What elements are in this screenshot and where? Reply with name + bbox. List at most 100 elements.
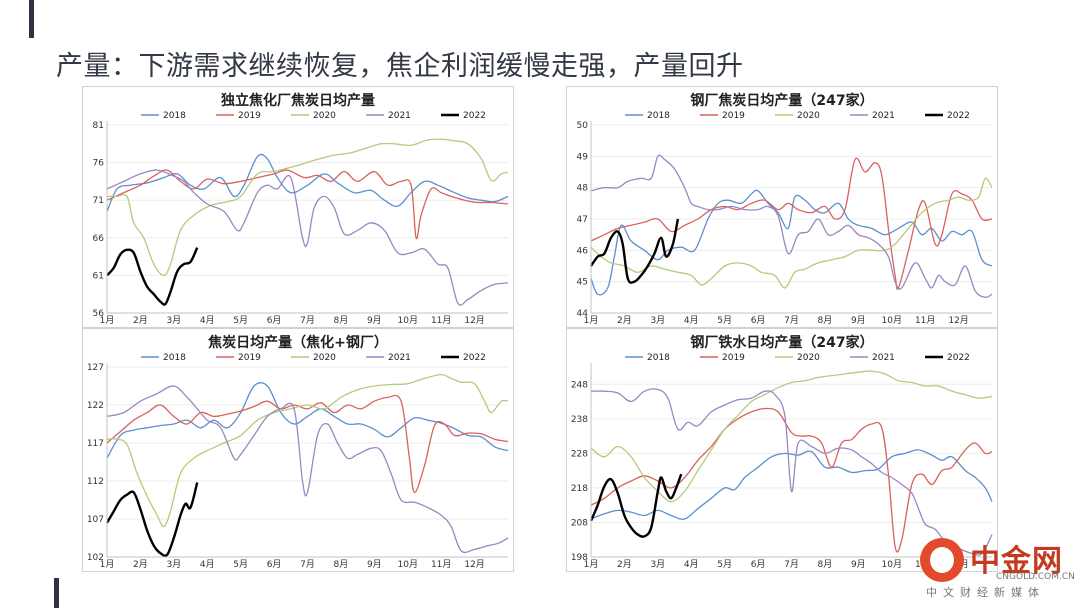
chart-title: 钢厂铁水日均产量（247家） <box>690 334 873 351</box>
y-tick-label: 238 <box>571 415 588 425</box>
series-line-2022 <box>590 218 680 284</box>
series-line-2020 <box>590 177 993 289</box>
chart-title: 钢厂焦炭日均产量（247家） <box>690 92 873 109</box>
legend-label: 2018 <box>647 111 670 121</box>
x-tick-label: 2月 <box>133 559 148 570</box>
y-tick-label: 198 <box>571 553 588 563</box>
y-tick-label: 50 <box>577 121 589 131</box>
x-tick-label: 7月 <box>300 559 315 570</box>
x-tick-label: 8月 <box>334 559 349 570</box>
y-tick-label: 107 <box>87 515 104 525</box>
chart-panel-independent-coking: 56 61 66 71 76 81 1月 2月 3月 4月 5月 6月 7月 8月 9月 10月 11月 12月 独… <box>82 86 514 328</box>
legend-label: 2018 <box>163 353 186 363</box>
chart-hot-metal: 1982082182282382481月2月3月4月5月6月7月8月9月10月1… <box>571 334 993 570</box>
x-tick-label: 3月 <box>650 315 665 326</box>
legend-label: 2020 <box>313 353 336 363</box>
top-accent-bar <box>29 0 34 38</box>
chart-steel-mill-coke: 44 45 46 47 48 49 50 1月 2月 3月 4月 5月 6月 7月 8月 9月 10月 11月 12… <box>577 92 993 326</box>
chart-title: 独立焦化厂焦炭日均产量 <box>221 92 375 109</box>
x-tick-label: 6月 <box>751 559 766 570</box>
watermark: 中金网 CNGOLD.COM.CN 中文财经新媒体 <box>918 534 1075 600</box>
x-tick-label: 10月 <box>398 315 418 326</box>
chart-panel-steel-mill-coke: 44 45 46 47 48 49 50 1月 2月 3月 4月 5月 6月 7月 8月 9月 10月 11月 12… <box>566 86 998 328</box>
series-line-2018 <box>590 189 993 296</box>
legend-label: 2022 <box>947 111 970 121</box>
series-line-2021 <box>106 169 509 306</box>
y-tick-label: 49 <box>577 152 589 162</box>
legend-label: 2021 <box>388 111 411 121</box>
chart-independent-coking: 56 61 66 71 76 81 1月 2月 3月 4月 5月 6月 7月 8月 9月 10月 11月 12月 独… <box>93 92 509 326</box>
legend-label: 2021 <box>872 353 895 363</box>
y-tick-label: 112 <box>87 477 104 487</box>
legend-label: 2019 <box>722 353 745 363</box>
x-tick-label: 8月 <box>818 315 833 326</box>
x-tick-label: 6月 <box>751 315 766 326</box>
x-tick-label: 6月 <box>267 315 282 326</box>
legend-label: 2020 <box>797 353 820 363</box>
x-tick-label: 11月 <box>431 559 451 570</box>
x-tick-label: 6月 <box>267 559 282 570</box>
series-line-2019 <box>106 394 509 494</box>
x-tick-label: 5月 <box>233 315 248 326</box>
series-line-2018 <box>106 153 509 212</box>
series-line-2020 <box>590 370 993 503</box>
x-tick-label: 5月 <box>717 315 732 326</box>
x-tick-label: 11月 <box>431 315 451 326</box>
x-tick-label: 10月 <box>882 315 902 326</box>
series-line-2022 <box>105 482 199 557</box>
y-tick-label: 117 <box>87 439 104 449</box>
watermark-slogan: 中文财经新媒体 <box>926 586 1045 599</box>
y-tick-label: 102 <box>87 553 104 563</box>
x-tick-label: 7月 <box>300 315 315 326</box>
legend-label: 2018 <box>647 353 670 363</box>
x-tick-label: 4月 <box>200 315 215 326</box>
legend-label: 2018 <box>163 111 186 121</box>
legend-label: 2019 <box>722 111 745 121</box>
chart-panel-hot-metal: 1982082182282382481月2月3月4月5月6月7月8月9月10月1… <box>566 328 998 572</box>
x-tick-label: 9月 <box>367 559 382 570</box>
x-tick-label: 12月 <box>464 315 484 326</box>
x-tick-label: 1月 <box>584 315 599 326</box>
series-line-2018 <box>106 382 509 459</box>
x-tick-label: 5月 <box>717 559 732 570</box>
series-line-2022 <box>106 247 199 306</box>
x-tick-label: 4月 <box>200 559 215 570</box>
chart-total-coke: 102 107 112 117 122 127 1月 2月 3月 4月 5月 6月 7月 8月 9月 10月 1… <box>87 334 509 570</box>
page-title: 产量：下游需求继续恢复，焦企利润缓慢走强，产量回升 <box>56 51 744 82</box>
series-line-2019 <box>106 169 509 240</box>
legend-label: 2021 <box>388 353 411 363</box>
legend-label: 2022 <box>463 353 486 363</box>
x-tick-label: 3月 <box>650 559 665 570</box>
x-tick-label: 1月 <box>584 559 599 570</box>
y-tick-label: 47 <box>577 215 588 225</box>
y-tick-label: 48 <box>577 184 589 194</box>
watermark-logo-icon <box>920 538 964 582</box>
series-line-2021 <box>590 154 993 299</box>
series-line-2022 <box>589 473 683 538</box>
series-line-2019 <box>590 157 993 290</box>
x-tick-label: 11月 <box>915 315 935 326</box>
series-line-2019 <box>590 407 993 553</box>
x-tick-label: 2月 <box>617 559 632 570</box>
y-tick-label: 44 <box>577 309 589 319</box>
y-tick-label: 56 <box>93 309 105 319</box>
x-tick-label: 12月 <box>464 559 484 570</box>
series-line-2021 <box>590 388 993 556</box>
x-tick-label: 3月 <box>166 559 181 570</box>
y-tick-label: 45 <box>577 278 588 288</box>
x-tick-label: 2月 <box>617 315 632 326</box>
x-tick-label: 9月 <box>851 559 866 570</box>
y-tick-label: 122 <box>87 401 104 411</box>
legend-label: 2019 <box>238 353 261 363</box>
x-tick-label: 1月 <box>100 315 115 326</box>
y-tick-label: 61 <box>93 271 104 281</box>
legend-label: 2020 <box>313 111 336 121</box>
y-tick-label: 76 <box>93 159 105 169</box>
x-tick-label: 9月 <box>367 315 382 326</box>
x-tick-label: 12月 <box>948 315 968 326</box>
x-tick-label: 4月 <box>684 559 699 570</box>
y-tick-label: 46 <box>577 246 589 256</box>
chart-title: 焦炭日均产量（焦化+钢厂） <box>207 334 388 351</box>
y-tick-label: 71 <box>93 196 104 206</box>
x-tick-label: 7月 <box>784 559 799 570</box>
